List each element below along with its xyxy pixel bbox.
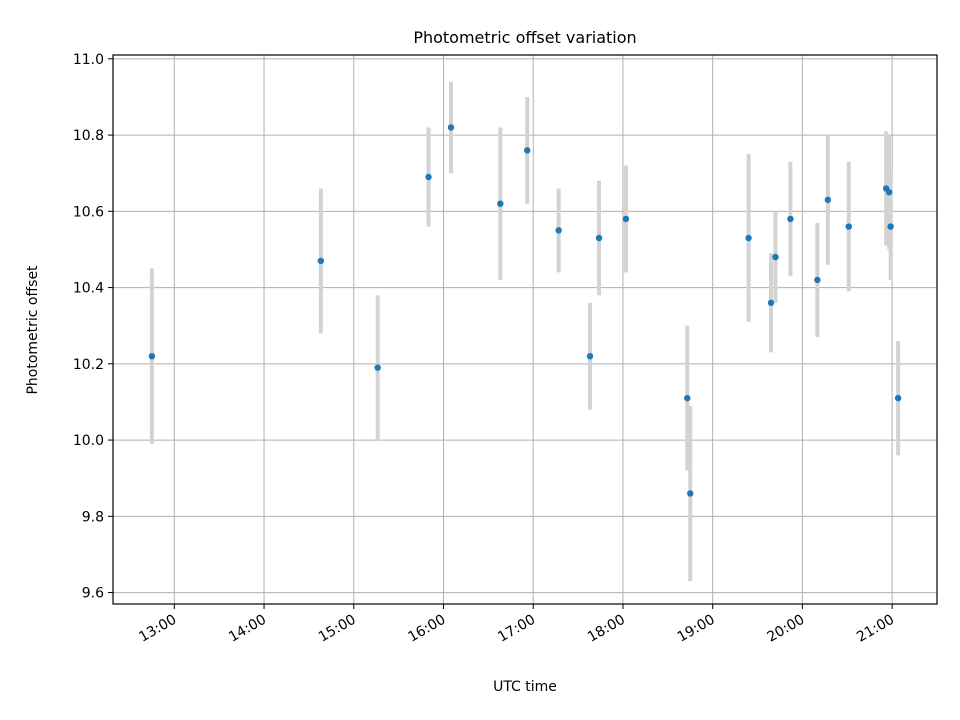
data-point [148, 352, 156, 360]
x-tick-label: 13:00 [136, 612, 179, 646]
data-point [595, 234, 603, 242]
data-points [148, 124, 902, 497]
data-point [622, 215, 630, 223]
y-tick-label: 9.8 [82, 509, 104, 525]
data-point [887, 223, 894, 230]
x-tick-label: 20:00 [764, 612, 807, 646]
data-point [787, 215, 794, 223]
grid [113, 55, 937, 604]
data-point [586, 352, 594, 360]
data-point [524, 147, 531, 154]
y-tick-label: 10.2 [73, 357, 104, 373]
x-axis-label: UTC time [493, 679, 557, 695]
data-point [317, 257, 325, 265]
x-tick-label: 16:00 [406, 612, 449, 646]
y-tick-label: 9.6 [82, 586, 104, 602]
data-point [814, 276, 821, 284]
x-tick-label: 19:00 [675, 612, 718, 646]
x-tick-label: 18:00 [585, 612, 628, 646]
x-axis-ticks: 13:00 14:00 15:00 16:00 17:00 18:00 19:00 20:00… [136, 604, 897, 646]
data-point [687, 490, 694, 497]
data-point [425, 173, 432, 181]
data-point [447, 124, 455, 131]
data-point [555, 227, 562, 234]
data-point [845, 223, 852, 230]
x-tick-label: 21:00 [854, 612, 897, 646]
data-point [885, 189, 893, 196]
chart-title: Photometric offset variation [413, 28, 636, 47]
data-point [894, 394, 902, 402]
plot-area-frame [112, 54, 938, 605]
y-tick-label: 10.4 [73, 281, 104, 297]
data-point [824, 196, 832, 204]
data-point [497, 200, 504, 207]
y-tick-label: 10.6 [73, 204, 104, 220]
y-tick-label: 10.8 [73, 128, 104, 144]
data-point [767, 299, 775, 307]
x-tick-label: 17:00 [495, 612, 538, 646]
data-point [374, 364, 381, 371]
y-axis-label: Photometric offset [25, 265, 41, 395]
data-point [772, 253, 779, 261]
data-point [684, 394, 691, 402]
y-tick-label: 11.0 [73, 52, 104, 68]
x-tick-label: 15:00 [316, 612, 359, 646]
y-tick-label: 10.0 [73, 433, 104, 449]
x-tick-label: 14:00 [226, 612, 269, 646]
y-axis-ticks: 9.6 9.8 10.0 10.2 10.4 10.6 10.8 11.0 [73, 52, 113, 602]
data-point [745, 234, 752, 242]
